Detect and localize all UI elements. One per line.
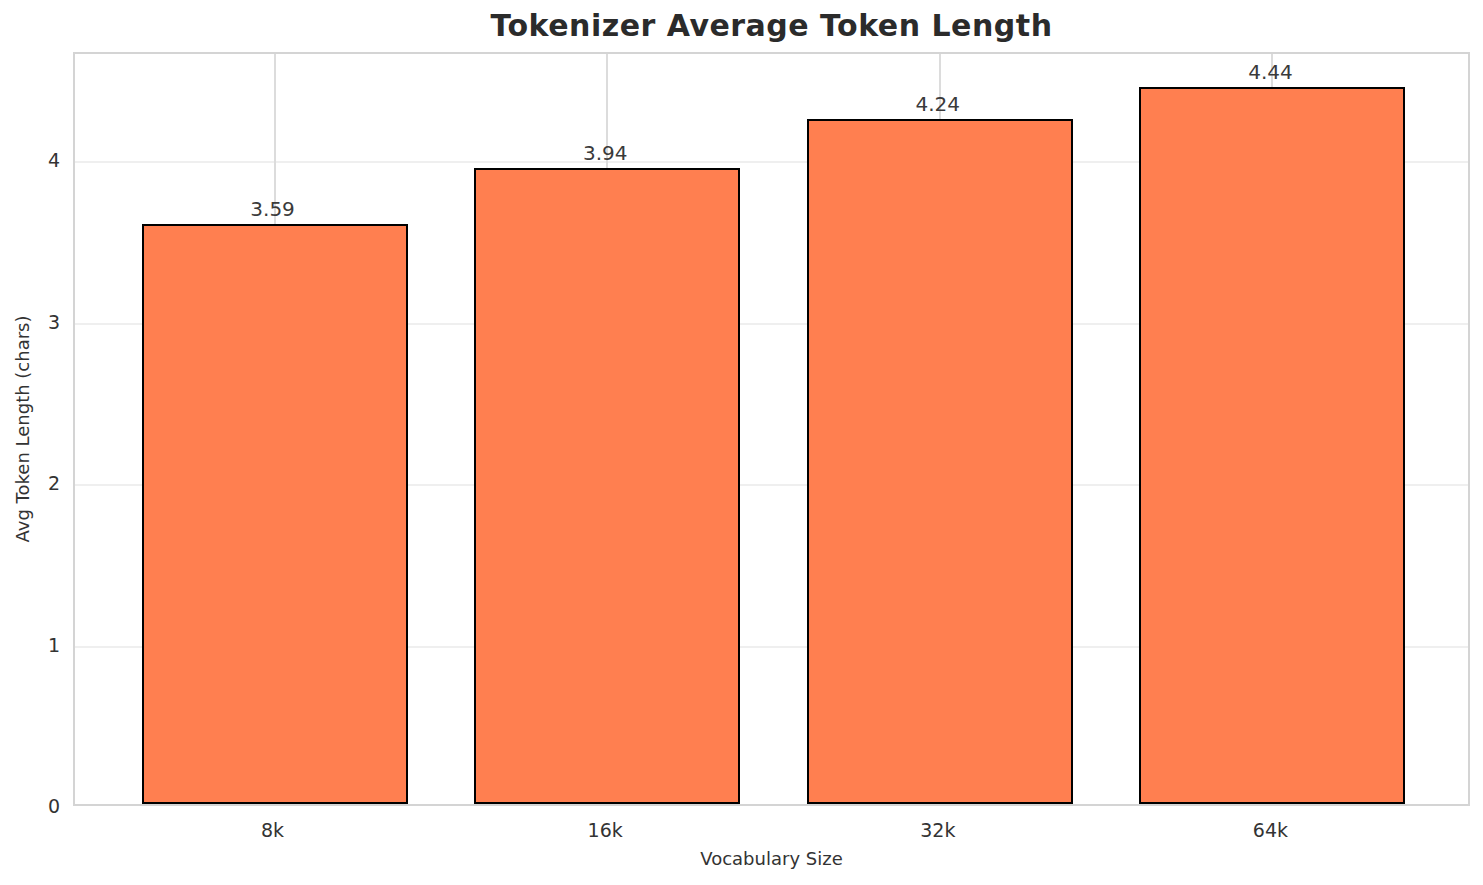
bar-value-label: 4.24: [916, 92, 961, 116]
x-axis-label: Vocabulary Size: [73, 848, 1470, 869]
bar-16k: [474, 168, 740, 804]
x-tick-label: 64k: [1253, 819, 1288, 841]
bar-chart-figure: Tokenizer Average Token Length Avg Token…: [0, 0, 1483, 885]
x-tick-label: 16k: [588, 819, 623, 841]
bar-value-label: 4.44: [1248, 60, 1293, 84]
y-tick-label: 2: [48, 472, 60, 494]
y-tick-label: 4: [48, 149, 60, 171]
bar-64k: [1139, 87, 1405, 804]
plot-area: [73, 52, 1470, 806]
y-tick-label: 1: [48, 634, 60, 656]
y-tick-label: 3: [48, 311, 60, 333]
y-axis-label: Avg Token Length (chars): [12, 316, 33, 543]
bar-value-label: 3.94: [583, 141, 628, 165]
bar-32k: [807, 119, 1073, 804]
bar-value-label: 3.59: [250, 197, 295, 221]
y-tick-label: 0: [48, 795, 60, 817]
x-tick-label: 32k: [920, 819, 955, 841]
bar-8k: [142, 224, 408, 804]
chart-title: Tokenizer Average Token Length: [73, 8, 1470, 43]
x-tick-label: 8k: [261, 819, 284, 841]
